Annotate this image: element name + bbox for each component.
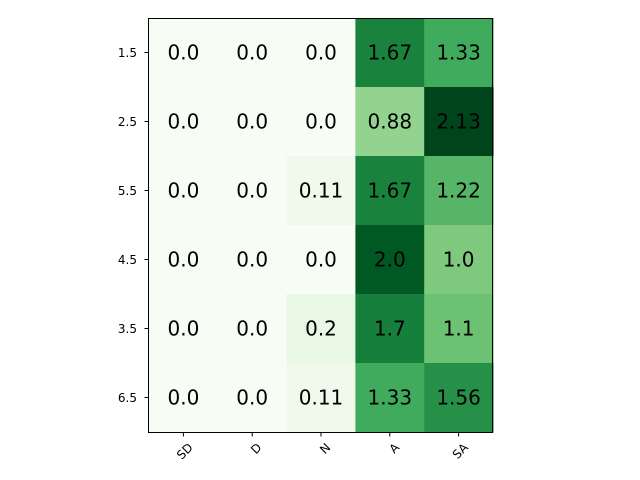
cell-value-label: 1.33	[436, 41, 481, 65]
cell-value-label: 1.67	[368, 179, 413, 203]
heatmap-cell	[424, 156, 494, 226]
heatmap-cell	[149, 363, 219, 433]
heatmap-cell	[424, 18, 494, 88]
y-axis: 1.5 2.5 5.5 4.5 3.5 6.5	[118, 46, 149, 405]
heatmap-cell	[217, 156, 288, 226]
heatmap-cell	[424, 225, 494, 295]
cell-value-label: 2.0	[374, 248, 406, 272]
heatmap-cell	[149, 225, 219, 295]
heatmap-cell	[149, 156, 219, 226]
cell-value-label: 1.67	[368, 41, 413, 65]
heatmap-cell	[355, 225, 425, 295]
cell-value-label: 1.0	[443, 248, 475, 272]
cell-value-label: 1.56	[436, 386, 481, 410]
heatmap-cell	[286, 363, 356, 433]
cell-value-label: 0.0	[236, 110, 268, 134]
cell-value-label: 0.11	[299, 386, 344, 410]
heatmap-cell	[217, 363, 288, 433]
cell-value-label: 0.0	[167, 248, 199, 272]
y-tick-label: 6.5	[118, 391, 137, 405]
cell-value-label: 0.0	[236, 41, 268, 65]
cell-value-label: 0.0	[167, 41, 199, 65]
heatmap-cell	[286, 225, 356, 295]
heatmap-cell	[424, 363, 494, 433]
cell-value-label: 0.0	[167, 179, 199, 203]
y-tick-label: 1.5	[118, 46, 137, 60]
cell-value-label: 0.0	[236, 248, 268, 272]
heatmap-cell	[424, 294, 494, 364]
cell-value-label: 0.0	[305, 110, 337, 134]
y-tick-label: 2.5	[118, 115, 137, 129]
y-tick-label: 4.5	[118, 253, 137, 267]
cell-value-label: 1.33	[368, 386, 413, 410]
heatmap-cell	[217, 18, 288, 88]
y-tick-label: 3.5	[118, 322, 137, 336]
cell-value-label: 0.2	[305, 317, 337, 341]
cell-value-label: 1.22	[436, 179, 481, 203]
heatmap-cell	[355, 87, 425, 157]
cell-value-label: 0.0	[167, 110, 199, 134]
heatmap-cell	[286, 87, 356, 157]
cell-value-labels: 0.0 0.0 0.0 1.67 1.33 0.0 0.0 0.0 0.88 2.13 0.0 0.0…	[167, 41, 480, 410]
cell-value-label: 0.0	[236, 317, 268, 341]
cell-value-label: 2.13	[436, 110, 481, 134]
cell-value-label: 0.88	[368, 110, 413, 134]
heatmap-cell	[286, 18, 356, 88]
cell-value-label: 0.0	[305, 248, 337, 272]
cell-value-label: 0.0	[236, 179, 268, 203]
cell-value-label: 0.0	[305, 41, 337, 65]
cell-value-label: 0.0	[167, 317, 199, 341]
heatmap-cell	[217, 294, 288, 364]
heatmap-cell	[217, 87, 288, 157]
heatmap-cell	[424, 87, 494, 157]
heatmap-cell	[355, 294, 425, 364]
cell-value-label: 0.11	[299, 179, 344, 203]
heatmap-cell	[149, 87, 219, 157]
cell-value-label: 1.1	[443, 317, 475, 341]
heatmap-cell	[217, 225, 288, 295]
heatmap-cell	[355, 156, 425, 226]
heatmap-cell	[149, 294, 219, 364]
cell-value-label: 0.0	[167, 386, 199, 410]
y-tick-label: 5.5	[118, 184, 137, 198]
heatmap-cell	[355, 363, 425, 433]
heatmap-cell	[149, 18, 219, 88]
heatmap-cell	[286, 294, 356, 364]
heatmap-cell	[286, 156, 356, 226]
cell-value-label: 0.0	[236, 386, 268, 410]
heatmap-cells	[149, 18, 494, 433]
cell-value-label: 1.7	[374, 317, 406, 341]
heatmap-cell	[355, 18, 425, 88]
